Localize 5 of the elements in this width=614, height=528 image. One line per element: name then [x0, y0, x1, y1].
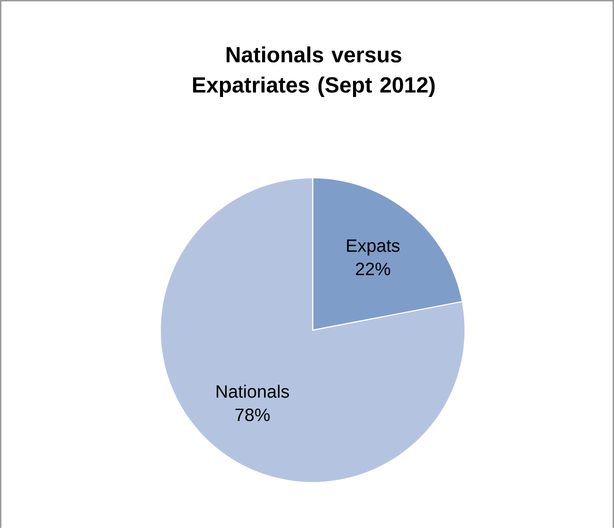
slice-label: Nationals	[216, 384, 289, 398]
data-label: 78%	[236, 408, 270, 422]
chart-title: Nationals versus Expatriates (Sept 2012)	[193, 46, 435, 98]
data-label: 22%	[356, 262, 390, 276]
slice-label: Expats	[347, 240, 400, 256]
